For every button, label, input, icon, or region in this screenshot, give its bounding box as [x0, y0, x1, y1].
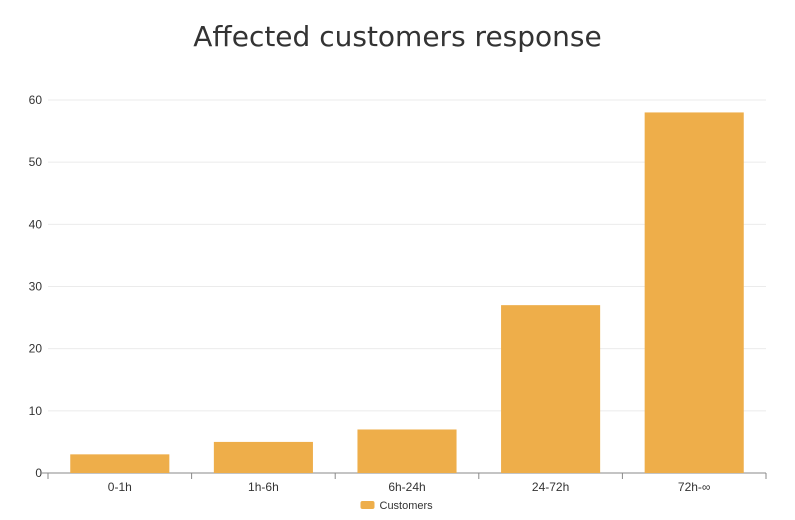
x-tick-label: 6h-24h — [388, 480, 425, 494]
bar — [357, 429, 457, 473]
x-tick-label: 1h-6h — [248, 480, 279, 494]
bar — [213, 441, 313, 473]
y-tick-label: 40 — [29, 217, 43, 231]
y-tick-label: 0 — [35, 466, 42, 480]
y-tick-label: 50 — [29, 155, 43, 169]
legend-label: Customers — [380, 500, 434, 512]
y-tick-label: 30 — [29, 280, 43, 294]
bar — [501, 305, 601, 473]
y-tick-label: 20 — [29, 342, 43, 356]
chart-title: Affected customers response — [193, 20, 602, 53]
x-tick-label: 72h-∞ — [678, 480, 711, 494]
legend-swatch — [360, 501, 375, 509]
bar — [70, 454, 170, 473]
x-tick-label: 24-72h — [532, 480, 569, 494]
bar — [644, 112, 744, 473]
y-tick-label: 60 — [29, 93, 43, 107]
y-tick-label: 10 — [29, 404, 43, 418]
x-tick-label: 0-1h — [108, 480, 132, 494]
